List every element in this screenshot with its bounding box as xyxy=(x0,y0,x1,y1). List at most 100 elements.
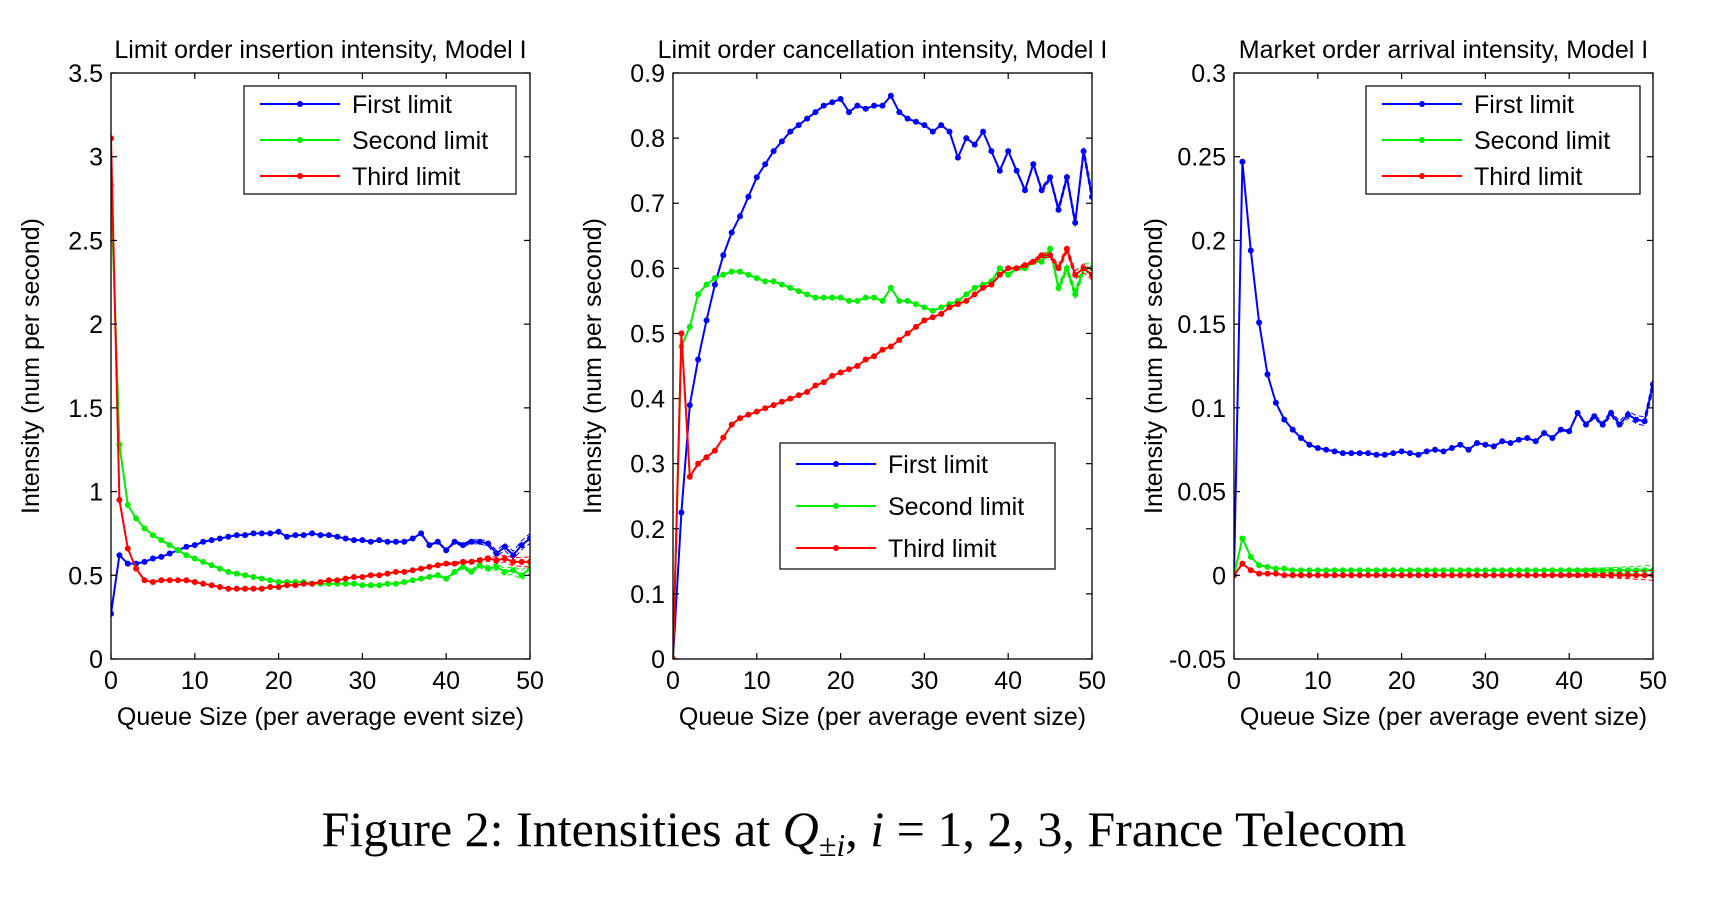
data-point xyxy=(711,275,718,282)
data-point xyxy=(1005,148,1012,155)
data-point xyxy=(720,271,727,278)
caption-rest: = 1, 2, 3, France Telecom xyxy=(884,801,1407,857)
data-point xyxy=(124,502,131,508)
data-point xyxy=(837,294,844,301)
data-point xyxy=(1072,271,1079,278)
y-tick-label: 3.5 xyxy=(68,60,103,88)
data-point xyxy=(1356,572,1363,579)
data-point xyxy=(846,297,852,304)
data-point xyxy=(896,297,903,304)
data-point xyxy=(1574,572,1581,579)
data-point xyxy=(158,553,165,560)
y-tick-label: 0.6 xyxy=(630,255,665,283)
legend-marker xyxy=(1419,137,1425,143)
data-point xyxy=(476,538,483,545)
y-tick-label: 2 xyxy=(89,311,103,339)
data-point xyxy=(426,574,433,580)
x-tick-label: 20 xyxy=(827,667,855,695)
y-tick-label: -0.05 xyxy=(1169,646,1226,674)
data-point xyxy=(1423,567,1430,574)
data-point xyxy=(141,558,148,565)
data-point xyxy=(1063,265,1070,272)
data-point xyxy=(812,382,819,389)
data-point xyxy=(1289,426,1296,433)
data-point xyxy=(1314,567,1321,574)
data-point xyxy=(1641,418,1648,425)
data-point xyxy=(887,343,894,350)
data-point xyxy=(879,297,886,304)
data-point xyxy=(175,547,181,554)
data-point xyxy=(284,582,290,589)
data-point xyxy=(1314,572,1321,579)
caption-i: i xyxy=(870,801,885,857)
data-point xyxy=(720,252,727,259)
data-point xyxy=(1373,572,1380,579)
data-point xyxy=(392,568,399,575)
data-point xyxy=(1423,448,1430,455)
data-point xyxy=(1448,445,1455,451)
data-point xyxy=(1323,567,1330,574)
data-point xyxy=(1272,570,1279,577)
data-point xyxy=(1264,563,1271,570)
data-point xyxy=(954,154,961,161)
data-point xyxy=(1331,567,1338,574)
data-point xyxy=(1348,450,1355,457)
confidence-band xyxy=(1234,161,1653,576)
data-point xyxy=(1583,567,1589,574)
data-point xyxy=(124,545,131,552)
data-point xyxy=(996,271,1003,278)
data-point xyxy=(451,560,458,567)
data-point xyxy=(342,575,349,582)
data-point xyxy=(1298,572,1304,579)
data-point xyxy=(1415,567,1422,574)
data-point xyxy=(879,346,886,353)
data-point xyxy=(1373,451,1380,458)
data-point xyxy=(325,532,332,539)
data-point xyxy=(1608,567,1615,574)
data-point xyxy=(904,330,911,337)
y-tick-label: 0.5 xyxy=(68,562,103,590)
legend-label: First limit xyxy=(888,451,988,479)
data-point xyxy=(929,314,936,321)
data-point xyxy=(485,565,492,572)
data-point xyxy=(485,540,492,547)
data-point xyxy=(1055,284,1062,291)
data-point xyxy=(804,115,811,122)
series-second-limit xyxy=(111,182,530,589)
data-point xyxy=(1465,446,1472,453)
chart-title: Limit order insertion intensity, Model I xyxy=(114,36,526,64)
y-tick-label: 0.3 xyxy=(1191,60,1226,88)
data-point xyxy=(1256,319,1263,326)
data-point xyxy=(971,141,978,148)
data-point xyxy=(1448,572,1455,579)
data-point xyxy=(359,582,366,589)
data-point xyxy=(929,128,936,135)
data-point xyxy=(1599,572,1606,579)
legend-label: Second limit xyxy=(1474,127,1610,155)
data-point xyxy=(300,532,307,539)
data-point xyxy=(737,268,743,275)
data-point xyxy=(804,389,811,395)
data-point xyxy=(745,193,752,200)
data-point xyxy=(795,122,802,129)
series-first-limit xyxy=(111,528,530,617)
x-tick-label: 30 xyxy=(910,667,938,695)
data-point xyxy=(1072,291,1079,298)
data-point xyxy=(1047,245,1054,252)
legend-marker xyxy=(833,461,839,467)
y-tick-label: 0.9 xyxy=(630,60,665,88)
figure-caption: Figure 2: Intensities at Q±i, i = 1, 2, … xyxy=(0,800,1728,864)
data-point xyxy=(275,579,282,585)
data-point xyxy=(913,323,919,330)
y-tick-label: 0.2 xyxy=(1191,227,1226,255)
data-point xyxy=(971,284,978,291)
x-tick-label: 0 xyxy=(666,667,680,695)
data-point xyxy=(1423,572,1430,579)
series-first-limit xyxy=(1234,158,1653,579)
data-point xyxy=(1532,567,1539,574)
data-point xyxy=(1055,206,1062,213)
data-point xyxy=(1005,265,1012,272)
data-point xyxy=(518,542,525,549)
data-point xyxy=(342,580,349,587)
data-point xyxy=(762,405,769,412)
